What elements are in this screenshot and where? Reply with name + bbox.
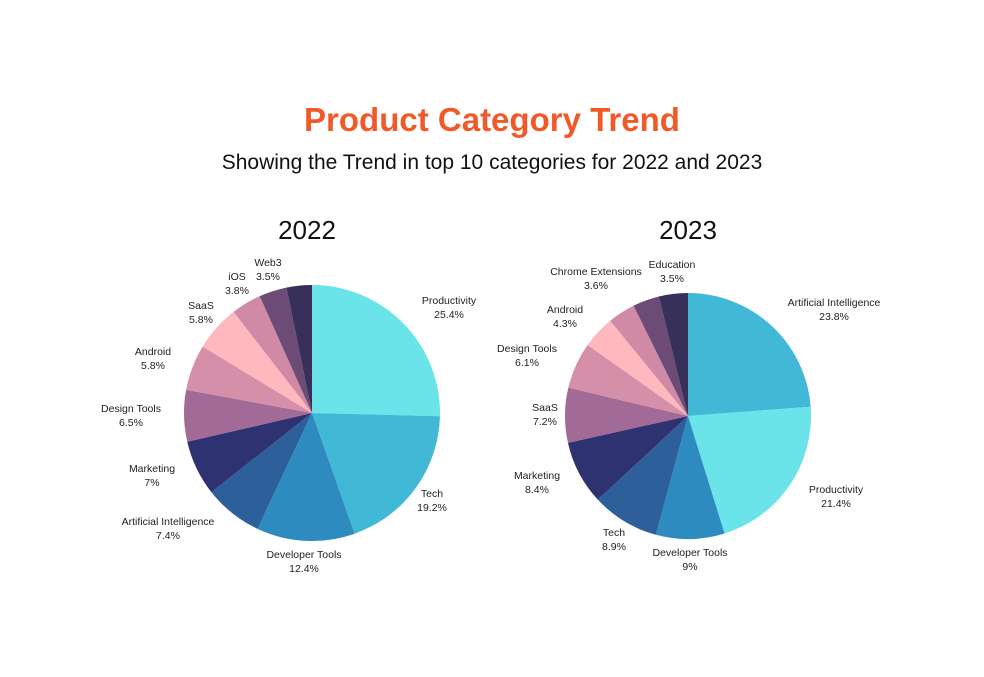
slice-label-2022-saas: SaaS bbox=[188, 300, 214, 312]
slice-value-2022-web3: 3.5% bbox=[256, 271, 280, 283]
slice-label-2023-android: Android bbox=[547, 304, 583, 316]
pie-slice-2023-design-tools bbox=[568, 344, 688, 416]
pie-slice-2023-tech bbox=[597, 416, 688, 535]
slice-label-2022-artificial-intelligence: Artificial Intelligence bbox=[122, 516, 215, 528]
pie-slice-2022-other bbox=[286, 285, 312, 413]
slice-label-2022-marketing: Marketing bbox=[129, 463, 175, 475]
chart-title: Product Category Trend bbox=[304, 101, 680, 138]
slice-label-2023-education: Education bbox=[649, 259, 696, 271]
slice-label-2022-web3: Web3 bbox=[254, 257, 281, 269]
slice-value-2023-education: 3.5% bbox=[660, 273, 684, 285]
slice-value-2023-android: 4.3% bbox=[553, 318, 577, 330]
pie-slice-2022-tech bbox=[312, 413, 440, 534]
slice-label-2023-saas: SaaS bbox=[532, 402, 558, 414]
slice-label-2023-design-tools: Design Tools bbox=[497, 343, 557, 355]
pie-slice-2022-productivity bbox=[312, 285, 440, 417]
pie-slice-2022-design-tools bbox=[184, 389, 312, 442]
slice-value-2022-saas: 5.8% bbox=[189, 314, 213, 326]
slice-label-2023-marketing: Marketing bbox=[514, 470, 560, 482]
slice-value-2023-marketing: 8.4% bbox=[525, 484, 549, 496]
pie-slice-2023-productivity bbox=[688, 406, 811, 534]
slice-value-2022-tech: 19.2% bbox=[417, 502, 447, 514]
slice-label-2023-chrome-extensions: Chrome Extensions bbox=[550, 266, 642, 278]
pie-slice-2023-education bbox=[633, 296, 688, 416]
slice-label-2023-artificial-intelligence: Artificial Intelligence bbox=[788, 297, 881, 309]
pie-slice-2023-android bbox=[587, 320, 688, 416]
pie-chart-2022: 2022 Productivity 25.4% Tech 19.2% Developer… bbox=[101, 215, 477, 575]
pie-slice-2023-artificial-intelligence bbox=[688, 293, 811, 416]
pie-slice-2022-android bbox=[186, 346, 312, 413]
pie-slice-2023-marketing bbox=[567, 416, 688, 500]
pie-slice-2023-saas bbox=[564, 387, 688, 443]
pie-slice-2022-web3 bbox=[259, 287, 312, 413]
slice-value-2022-ios: 3.8% bbox=[225, 285, 249, 297]
slice-label-2022-ios: iOS bbox=[228, 271, 246, 283]
slice-value-2023-design-tools: 6.1% bbox=[515, 357, 539, 369]
pie-slice-2023-chrome-extensions bbox=[610, 305, 688, 416]
pie-title-2023: 2023 bbox=[659, 215, 717, 245]
pie-slice-2023-developer-tools bbox=[655, 416, 725, 539]
slice-label-2022-developer-tools: Developer Tools bbox=[266, 549, 341, 561]
pie-chart-2023: 2023 Artificial Intelligence 23.8% Product… bbox=[497, 215, 881, 573]
slice-label-2023-tech: Tech bbox=[603, 527, 625, 539]
slice-label-2022-design-tools: Design Tools bbox=[101, 403, 161, 415]
slice-label-2023-developer-tools: Developer Tools bbox=[652, 547, 727, 559]
pie-slice-2023-other bbox=[658, 293, 688, 416]
pie-title-2022: 2022 bbox=[278, 215, 336, 245]
pie-slice-2022-ios bbox=[233, 296, 312, 413]
slice-label-2023-productivity: Productivity bbox=[809, 484, 864, 496]
slice-value-2022-design-tools: 6.5% bbox=[119, 417, 143, 429]
slice-value-2023-saas: 7.2% bbox=[533, 416, 557, 428]
slice-value-2022-artificial-intelligence: 7.4% bbox=[156, 530, 180, 542]
slice-value-2023-developer-tools: 9% bbox=[682, 561, 697, 573]
slice-label-2022-tech: Tech bbox=[421, 488, 443, 500]
slice-label-2022-android: Android bbox=[135, 346, 171, 358]
slice-value-2022-productivity: 25.4% bbox=[434, 309, 464, 321]
pie-slice-2022-saas bbox=[202, 311, 312, 413]
pie-slice-2022-marketing bbox=[187, 413, 312, 493]
pie-slice-2022-artificial-intelligence bbox=[211, 413, 312, 529]
chart-subtitle: Showing the Trend in top 10 categories f… bbox=[221, 151, 763, 174]
slice-value-2023-artificial-intelligence: 23.8% bbox=[819, 311, 849, 323]
slice-value-2023-chrome-extensions: 3.6% bbox=[584, 280, 608, 292]
slice-value-2022-developer-tools: 12.4% bbox=[289, 563, 319, 575]
slice-value-2022-android: 5.8% bbox=[141, 360, 165, 372]
slice-label-2022-productivity: Productivity bbox=[422, 295, 477, 307]
pie-slice-2022-developer-tools bbox=[257, 413, 355, 541]
slice-value-2023-productivity: 21.4% bbox=[821, 498, 851, 510]
slice-value-2023-tech: 8.9% bbox=[602, 541, 626, 553]
slice-value-2022-marketing: 7% bbox=[144, 477, 159, 489]
